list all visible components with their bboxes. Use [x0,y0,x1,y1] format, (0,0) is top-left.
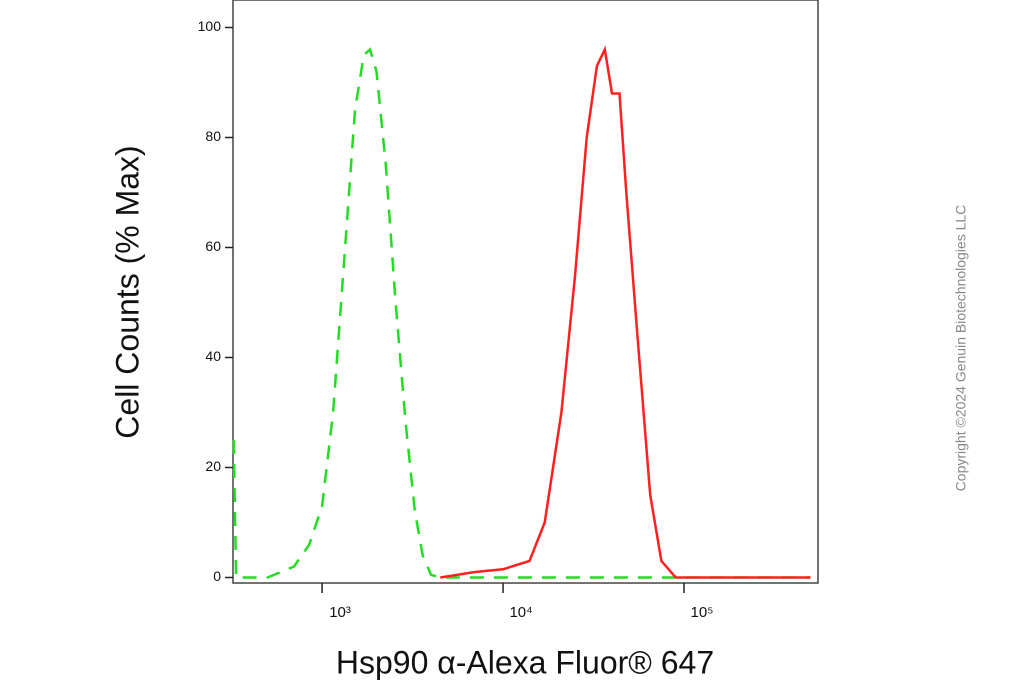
x-tick-label: 10³ [329,604,351,621]
y-tick-label: 60 [205,238,221,254]
y-axis-label: Cell Counts (% Max) [109,145,145,438]
y-tick-label: 40 [205,348,221,364]
plot-frame [232,0,819,584]
histogram-line [232,47,811,579]
x-axis-label: Hsp90 α-Alexa Fluor® 647 [336,644,714,680]
y-tick-label: 100 [198,18,222,34]
x-tick-label: 10⁴ [509,604,532,621]
y-tick-label: 80 [205,128,221,144]
y-tick-label: 20 [205,458,221,474]
x-tick-label: 10⁵ [691,604,714,621]
y-tick-label: 0 [213,568,221,584]
copyright: Copyright ©2024 Genuin Biotechnologies L… [953,205,969,492]
histogram-line [440,45,811,579]
